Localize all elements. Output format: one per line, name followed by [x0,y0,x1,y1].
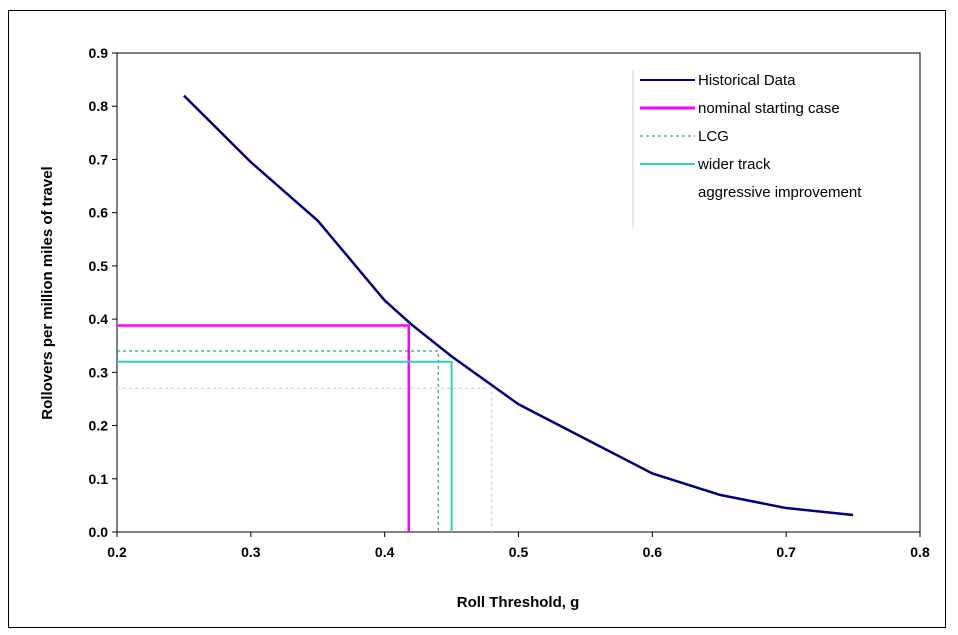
historical-data-line [183,94,854,517]
y-axis-label: Rollovers per million miles of travel [39,166,56,419]
x-tick-label: 0.4 [375,544,395,560]
reference-line-1 [117,324,411,532]
legend-label: Historical Data [698,72,796,89]
x-tick-label: 0.5 [509,544,529,560]
plot-layer: 0.0 0.1 0.2 0.3 0.4 0.5 0.6 0.7 0.8 0.9 0.2 0.3 0.4 0… [89,45,930,560]
y-tick-label: 0.9 [89,45,109,61]
x-tick-label: 0.8 [910,544,930,560]
x-tick-label: 0.3 [241,544,261,560]
y-tick-label: 0.5 [89,258,109,274]
reference-line-4 [117,387,493,532]
y-tick-label: 0.3 [89,364,109,380]
y-tick-label: 0.6 [89,205,109,221]
y-tick-label: 0.4 [89,311,109,327]
x-axis-label: Roll Threshold, g [457,594,580,611]
legend-label: LCG [698,128,729,145]
reference-line-2 [117,350,439,532]
y-tick-label: 0.8 [89,98,109,114]
plot-area [116,52,921,533]
y-tick-label: 0.7 [89,151,109,167]
reference-line-3 [117,360,453,532]
chart-frame [8,10,946,628]
x-tick-label: 0.6 [643,544,663,560]
y-tick-label: 0.2 [89,418,109,434]
y-tick-label: 0.1 [89,471,109,487]
x-tick-label: 0.7 [776,544,796,560]
y-tick-label: 0.0 [89,524,109,540]
legend-label: aggressive improvement [698,184,862,201]
legend-label: wider track [697,156,771,173]
legend-label: nominal starting case [698,100,840,117]
x-tick-label: 0.2 [107,544,127,560]
